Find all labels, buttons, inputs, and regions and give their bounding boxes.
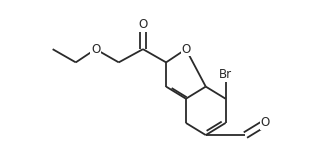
Text: O: O [261, 116, 270, 129]
Text: O: O [181, 43, 190, 56]
Text: O: O [91, 43, 100, 56]
Text: O: O [138, 18, 148, 31]
Text: Br: Br [219, 68, 232, 81]
